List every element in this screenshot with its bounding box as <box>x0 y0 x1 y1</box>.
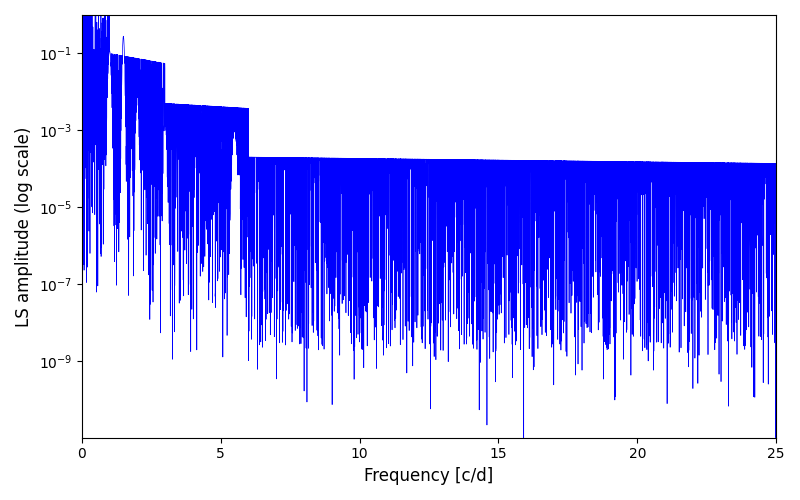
Y-axis label: LS amplitude (log scale): LS amplitude (log scale) <box>15 126 33 326</box>
X-axis label: Frequency [c/d]: Frequency [c/d] <box>364 467 494 485</box>
